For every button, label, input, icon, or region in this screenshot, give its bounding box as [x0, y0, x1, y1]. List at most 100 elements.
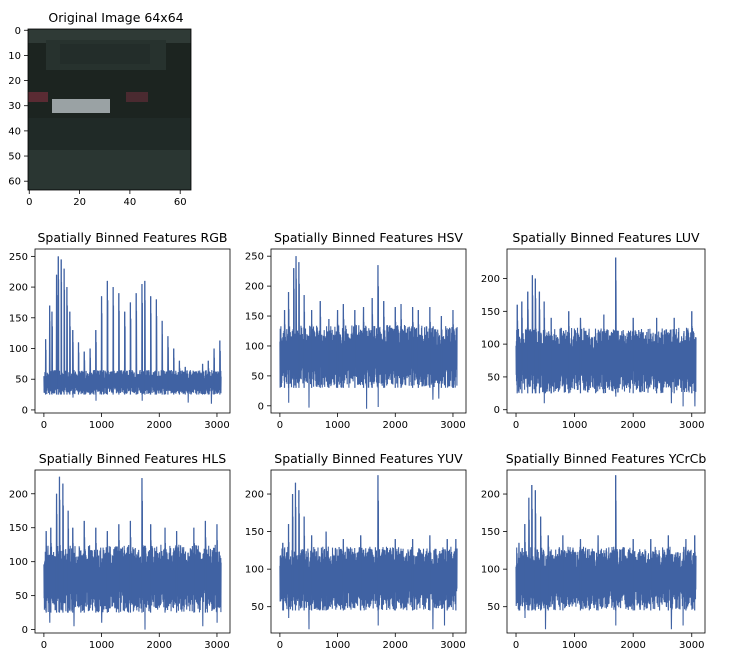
image-xtick-label: 60 — [174, 197, 187, 208]
ytick-label: 150 — [9, 313, 28, 324]
xtick-label: 1000 — [89, 420, 114, 431]
series-line — [43, 256, 222, 404]
plot-frame — [506, 248, 706, 414]
image-ytick-label: 10 — [8, 51, 21, 62]
image-ticks: 0 20 40 60 0 10 20 30 40 50 60 — [8, 26, 186, 208]
plot-frame — [506, 469, 706, 634]
xtick-label: 3000 — [440, 640, 465, 651]
xtick-label: 2000 — [620, 640, 645, 651]
xtick-label: 3000 — [440, 420, 465, 431]
image-xtick-label: 20 — [73, 197, 86, 208]
ytick-label: 200 — [9, 489, 28, 500]
ytick-label: 100 — [481, 565, 500, 576]
ytick-label: 250 — [9, 252, 28, 263]
xtick-label: 0 — [513, 640, 519, 651]
image-ytick-label: 0 — [15, 26, 21, 37]
panel-title: Spatially Binned Features HLS — [39, 451, 226, 466]
image-ytick-label: 40 — [8, 126, 21, 137]
xtick-label: 2000 — [383, 420, 408, 431]
ytick-label: 200 — [9, 283, 28, 294]
image-title: Original Image 64x64 — [48, 10, 183, 25]
feature-panel: Spatially Binned Features HSV 0 1000 2000 30… — [245, 230, 467, 431]
ytick-label: 100 — [245, 341, 264, 352]
image-ytick-label: 20 — [8, 76, 21, 87]
series-line — [43, 476, 222, 630]
xtick-label: 1000 — [325, 640, 350, 651]
series-line — [515, 257, 697, 407]
feature-panel: Spatially Binned Features YCrCb 0 1000 2000… — [481, 451, 706, 651]
xtick-label: 3000 — [679, 640, 704, 651]
image-tail-left — [28, 92, 48, 102]
ytick-label: 0 — [22, 405, 28, 416]
ytick-label: 200 — [245, 490, 264, 501]
image-ytick-label: 30 — [8, 101, 21, 112]
image-frame — [27, 28, 192, 191]
ytick-label: 150 — [245, 527, 264, 538]
ytick-label: 50 — [15, 375, 28, 386]
xtick-label: 0 — [513, 420, 519, 431]
xtick-label: 3000 — [679, 420, 704, 431]
xtick-label: 3000 — [204, 640, 229, 651]
panel-title: Spatially Binned Features YCrCb — [506, 451, 707, 466]
panel-title: Spatially Binned Features HSV — [274, 230, 463, 245]
ytick-label: 250 — [245, 252, 264, 263]
xtick-label: 0 — [41, 420, 47, 431]
ytick-label: 100 — [481, 340, 500, 351]
plot-frame — [34, 248, 231, 414]
panel-title: Spatially Binned Features YUV — [274, 451, 463, 466]
series-line — [279, 475, 458, 630]
ytick-label: 50 — [487, 372, 500, 383]
plot-frame — [270, 248, 467, 414]
xtick-label: 0 — [277, 640, 283, 651]
ytick-label: 150 — [481, 307, 500, 318]
image-road — [28, 150, 191, 190]
ytick-label: 50 — [487, 602, 500, 613]
ytick-label: 200 — [481, 274, 500, 285]
ytick-label: 200 — [245, 282, 264, 293]
panel-title: Spatially Binned Features LUV — [512, 230, 700, 245]
plot-frame — [34, 469, 231, 634]
xtick-label: 2000 — [620, 420, 645, 431]
ytick-label: 100 — [245, 565, 264, 576]
xtick-label: 2000 — [147, 640, 172, 651]
plot-frame — [270, 469, 467, 634]
ytick-label: 100 — [9, 557, 28, 568]
series-line — [279, 256, 458, 409]
image-top-band — [28, 29, 191, 43]
image-xtick-label: 40 — [124, 197, 137, 208]
xtick-label: 1000 — [562, 640, 587, 651]
ytick-label: 150 — [9, 523, 28, 534]
xtick-label: 2000 — [147, 420, 172, 431]
series-line — [515, 475, 697, 630]
ytick-label: 50 — [15, 591, 28, 602]
ytick-label: 100 — [9, 344, 28, 355]
panel-title: Spatially Binned Features RGB — [37, 230, 227, 245]
xtick-label: 1000 — [325, 420, 350, 431]
ytick-label: 150 — [481, 527, 500, 538]
xtick-label: 2000 — [383, 640, 408, 651]
ytick-label: 200 — [481, 490, 500, 501]
ytick-label: 150 — [245, 312, 264, 323]
image-bumper — [28, 118, 191, 150]
image-plate — [52, 99, 110, 113]
xtick-label: 3000 — [204, 420, 229, 431]
ytick-label: 0 — [494, 405, 500, 416]
ytick-label: 0 — [258, 401, 264, 412]
image-tail-right — [126, 92, 148, 102]
xtick-label: 0 — [41, 640, 47, 651]
image-ytick-label: 60 — [8, 177, 21, 188]
ytick-label: 50 — [251, 602, 264, 613]
image-ytick-label: 50 — [8, 152, 21, 163]
xtick-label: 1000 — [562, 420, 587, 431]
ytick-label: 0 — [22, 625, 28, 636]
image-xtick-label: 0 — [26, 197, 32, 208]
xtick-label: 1000 — [89, 640, 114, 651]
ytick-label: 50 — [251, 371, 264, 382]
image-window — [60, 44, 150, 64]
original-image-panel: Original Image 64x64 0 20 40 60 0 10 20 30 40 50 6… — [8, 10, 192, 208]
